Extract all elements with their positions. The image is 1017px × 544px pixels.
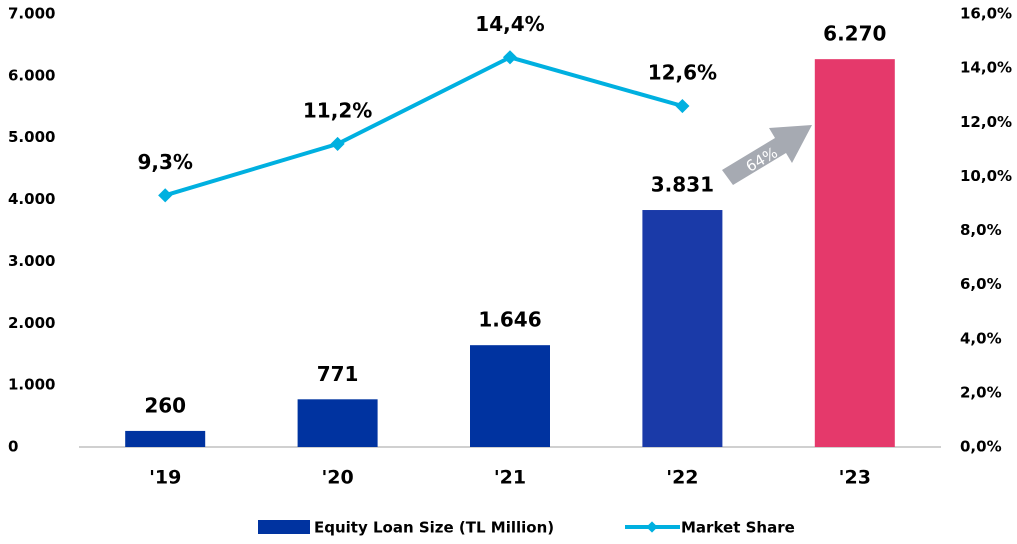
y-tick-label: 4.000 <box>8 190 55 208</box>
y-tick-label: 5.000 <box>8 128 55 146</box>
legend-label: Market Share <box>681 519 795 537</box>
data-label: 260 <box>144 393 186 417</box>
y2-tick-label: 14,0% <box>960 59 1012 77</box>
y2-tick-label: 10,0% <box>960 167 1012 185</box>
x-tick-label: '19 <box>149 467 181 489</box>
data-label: 1.646 <box>478 308 541 332</box>
legend-label: Equity Loan Size (TL Million) <box>314 519 554 537</box>
y-tick-label: 7.000 <box>8 5 55 23</box>
y-tick-label: 1.000 <box>8 376 55 394</box>
y2-tick-label: 6,0% <box>960 275 1002 293</box>
bar <box>470 345 550 447</box>
y2-tick-label: 0,0% <box>960 438 1002 456</box>
x-tick-label: '23 <box>839 467 871 489</box>
x-tick-label: '20 <box>321 467 353 489</box>
y2-tick-label: 16,0% <box>960 5 1012 23</box>
bar <box>125 430 206 447</box>
data-label: 3.831 <box>651 173 714 197</box>
bar <box>297 399 378 447</box>
data-label: 6.270 <box>823 22 886 46</box>
y2-tick-label: 12,0% <box>960 113 1012 131</box>
line-marker <box>502 50 518 65</box>
data-label: 12,6% <box>648 61 717 85</box>
x-tick-label: '21 <box>494 467 526 489</box>
legend-swatch <box>646 521 658 533</box>
x-tick-label: '22 <box>666 467 698 489</box>
data-label: 9,3% <box>137 150 192 174</box>
data-label: 771 <box>317 362 359 386</box>
line-marker <box>675 98 690 114</box>
growth-arrow <box>722 125 812 185</box>
y2-tick-label: 2,0% <box>960 383 1002 401</box>
data-label: 14,4% <box>475 12 544 36</box>
line <box>164 55 683 198</box>
line-marker <box>158 188 173 203</box>
data-label: 11,2% <box>303 98 372 122</box>
y-tick-label: 3.000 <box>8 252 55 270</box>
bar <box>642 210 723 447</box>
y-tick-label: 0 <box>8 438 18 456</box>
bar <box>814 59 895 448</box>
legend-swatch <box>258 520 310 534</box>
y2-tick-label: 8,0% <box>960 221 1002 239</box>
line-marker <box>330 136 345 151</box>
y-tick-label: 2.000 <box>8 314 55 332</box>
y-tick-label: 6.000 <box>8 66 55 84</box>
y2-tick-label: 4,0% <box>960 329 1002 347</box>
